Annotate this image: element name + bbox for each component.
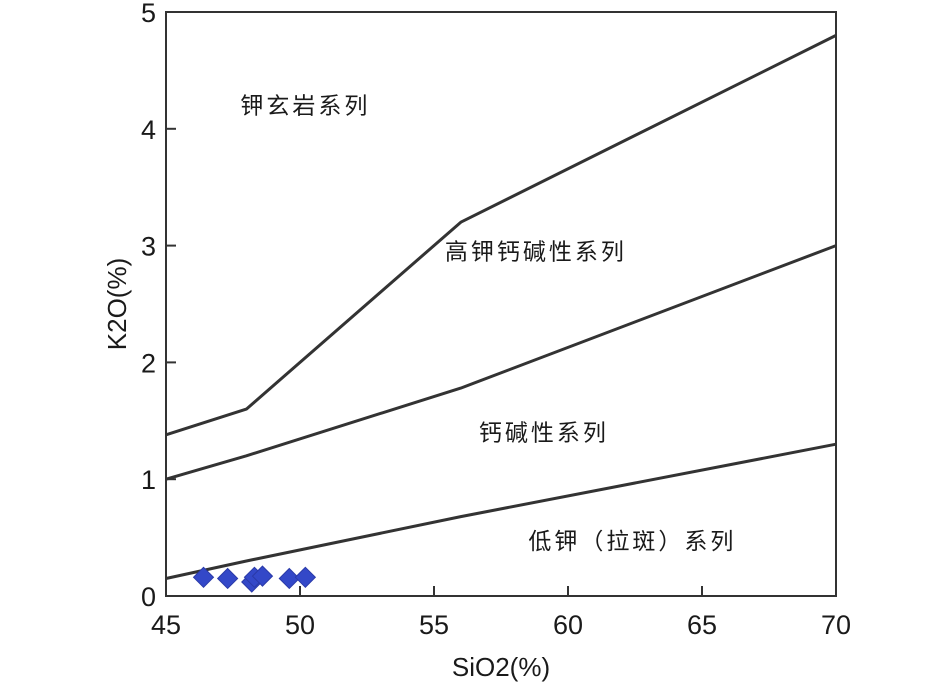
x-tick-label: 70 xyxy=(821,610,851,640)
x-tick-label: 45 xyxy=(151,610,181,640)
data-point-diamond xyxy=(251,565,274,587)
region-label: 高钾钙碱性系列 xyxy=(445,239,627,265)
y-tick-label: 2 xyxy=(141,348,156,378)
x-axis-label: SiO2(%) xyxy=(452,652,550,682)
y-tick-label: 3 xyxy=(141,232,156,262)
data-point-diamond xyxy=(278,567,300,590)
x-axis-ticks: 45 50 55 60 65 70 xyxy=(151,586,851,640)
boundary-line-2 xyxy=(165,244,837,481)
y-tick-label: 0 xyxy=(141,582,156,612)
x-tick-label: 60 xyxy=(553,610,583,640)
region-label: 钙碱性系列 xyxy=(479,420,609,446)
data-point-diamond xyxy=(216,567,239,590)
sample-points xyxy=(192,565,317,593)
y-tick-label: 1 xyxy=(141,465,156,495)
data-point-diamond xyxy=(192,566,215,589)
boundary-line-3 xyxy=(165,442,837,580)
region-label: 钾玄岩系列 xyxy=(240,93,370,119)
data-point-diamond xyxy=(294,566,317,589)
y-tick-label: 5 xyxy=(141,0,156,28)
region-label: 低钾（拉斑）系列 xyxy=(528,529,736,555)
x-tick-label: 65 xyxy=(687,610,717,640)
y-axis-label: K2O(%) xyxy=(102,258,132,350)
x-tick-label: 55 xyxy=(419,610,449,640)
y-axis-ticks: 0 1 2 3 4 5 xyxy=(141,0,176,612)
boundary-line-1 xyxy=(165,34,837,437)
plot-frame xyxy=(165,11,837,597)
x-tick-label: 50 xyxy=(285,610,315,640)
y-tick-label: 4 xyxy=(141,115,156,145)
